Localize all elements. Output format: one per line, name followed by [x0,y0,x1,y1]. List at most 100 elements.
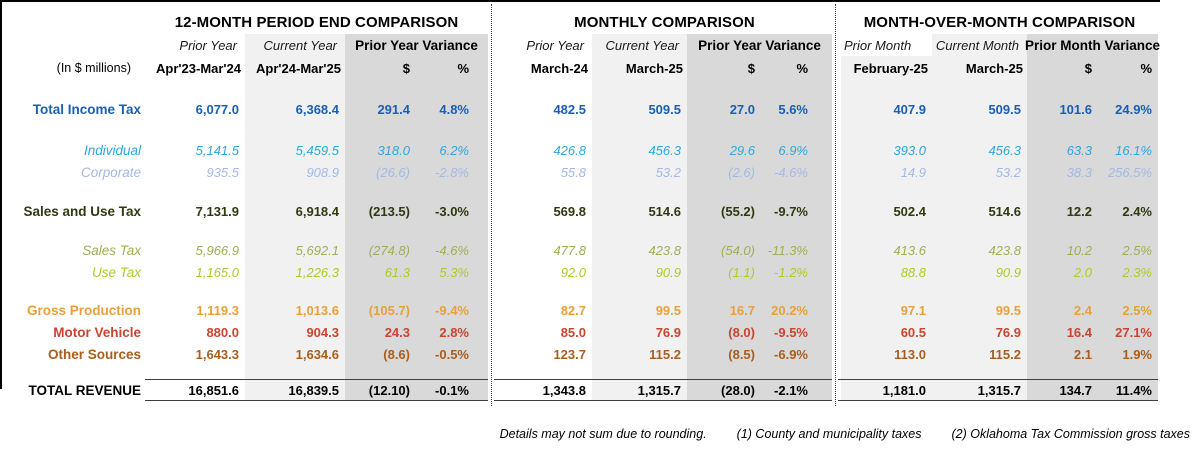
cell-s3-val: 423.8 [988,242,1021,258]
s1-current-period: Apr'24-Mar'25 [256,60,341,76]
cell-s1-val: 935.5 [206,164,239,180]
cell-s3-val: 97.1 [900,302,926,318]
cell-s3-pct: 1.9% [1122,346,1152,362]
cell-s2-val: 85.0 [560,324,586,340]
cell-s2-dol: (8.5) [728,346,755,362]
cell-s2-val: 514.6 [648,203,681,219]
report-table: 12-MONTH PERIOD END COMPARISON MONTHLY C… [23,14,1160,398]
s1-prior-year-header: Prior Year [179,37,237,53]
cell-s3-pct: 11.4% [1115,382,1152,398]
cell-s2-dol: (2.6) [728,164,755,180]
s2-current-year-header: Current Year [605,37,679,53]
cell-s1-val: 904.3 [306,324,339,340]
cell-s1-dol: (274.8) [368,242,410,258]
cell-s1-pct: -0.1% [435,382,469,398]
cell-s3-val: 456.3 [988,142,1021,158]
left-border-line [0,0,2,389]
cell-s2-val: 456.3 [648,142,681,158]
cell-s2-dol: 29.6 [729,142,755,158]
s2-current-period: March-25 [625,60,683,76]
cell-s3-val: 14.9 [900,164,926,180]
cell-s3-val: 113.0 [894,346,926,362]
cell-s3-dol: 2.1 [1073,346,1092,362]
cell-s3-pct: 27.1% [1115,324,1152,340]
cell-s3-dol: 2.0 [1073,264,1092,280]
cell-s1-dol: (213.5) [368,203,410,219]
cell-s2-dol: (28.0) [721,382,755,398]
top-border-line [0,0,1160,2]
units-label: (In $ millions) [56,61,131,75]
s3-prior-month-header: Prior Month [844,37,912,53]
cell-s2-pct: -6.9% [774,346,808,362]
s1-total-rule-top [145,379,488,380]
row-label: Use Tax [91,264,141,280]
cell-s2-pct: 5.6% [778,101,808,117]
row-label: Sales and Use Tax [23,203,141,219]
cell-s1-val: 1,013.6 [295,302,339,318]
cell-s1-pct: -4.6% [435,242,469,258]
cell-s3-val: 53.2 [995,164,1021,180]
s2-prior-period: March-24 [530,60,588,76]
s2-percent-header: % [796,60,808,76]
cell-s1-val: 1,634.6 [295,346,339,362]
cell-s1-val: 1,119.3 [196,302,239,318]
cell-s2-val: 423.8 [648,242,681,258]
cell-s1-val: 6,368.4 [295,101,339,117]
cell-s1-pct: 6.2% [439,142,469,158]
s3-prior-month-column-shade [841,56,932,401]
cell-s3-dol: 10.2 [1066,242,1092,258]
cell-s3-dol: 38.3 [1066,164,1092,180]
s3-current-month-header: Current Month [935,37,1019,53]
footnote-rounding: Details may not sum due to rounding. [499,427,707,441]
s2-prior-year-header: Prior Year [526,37,584,53]
s3-dollar-header: $ [1084,60,1092,76]
cell-s3-val: 115.2 [989,346,1021,362]
cell-s2-pct: -11.3% [767,242,808,258]
s3-total-rule-bottom [838,400,1158,401]
s3-percent-header: % [1140,60,1152,76]
cell-s1-val: 5,966.9 [195,242,239,258]
s3-variance-column-shade [1027,34,1158,401]
cell-s2-val: 115.2 [649,346,681,362]
cell-s2-val: 569.8 [553,203,586,219]
row-label: Other Sources [47,346,141,362]
footnote-2: (2) Oklahoma Tax Commission gross taxes [951,427,1190,441]
cell-s2-val: 1,343.8 [542,382,586,398]
row-label: Total Income Tax [32,101,141,117]
cell-s1-val: 16,851.6 [188,382,239,398]
s2-total-rule-bottom [494,400,832,401]
cell-s1-val: 6,077.0 [195,101,239,117]
s1-dollar-header: $ [402,60,410,76]
row-label: Gross Production [26,302,141,318]
cell-s3-pct: 2.3% [1122,264,1152,280]
s1-variance-header: Prior Year Variance [355,37,478,53]
cell-s3-val: 76.9 [995,324,1021,340]
cell-s2-dol: 27.0 [729,101,755,117]
cell-s2-dol: (8.0) [728,324,755,340]
cell-s3-val: 1,315.7 [977,382,1021,398]
cell-s1-val: 908.9 [306,164,339,180]
section-title-month-over-month: MONTH-OVER-MONTH COMPARISON [863,14,1136,31]
section-divider-2 [835,4,836,406]
cell-s3-pct: 2.5% [1122,242,1152,258]
cell-s2-val: 92.0 [560,264,586,280]
cell-s1-dol: (26.6) [376,164,410,180]
s3-current-period: March-25 [965,60,1023,76]
cell-s2-pct: -9.7% [774,203,808,219]
s1-variance-column-shade [345,34,488,401]
s2-variance-header: Prior Year Variance [698,37,821,53]
cell-s3-dol: 101.6 [1059,101,1092,117]
cell-s3-val: 407.9 [893,101,926,117]
cell-s2-val: 482.5 [553,101,586,117]
cell-s2-val: 426.8 [553,142,586,158]
cell-s3-pct: 256.5% [1107,164,1152,180]
footnote: Details may not sum due to rounding. (1) … [500,427,1190,441]
cell-s1-dol: (8.6) [383,346,410,362]
row-label: TOTAL REVENUE [28,382,141,398]
cell-s2-pct: -2.1% [774,382,808,398]
cell-s2-val: 76.9 [655,324,681,340]
section-title-12month: 12-MONTH PERIOD END COMPARISON [174,14,459,31]
cell-s3-val: 509.5 [988,101,1021,117]
cell-s3-val: 60.5 [900,324,926,340]
